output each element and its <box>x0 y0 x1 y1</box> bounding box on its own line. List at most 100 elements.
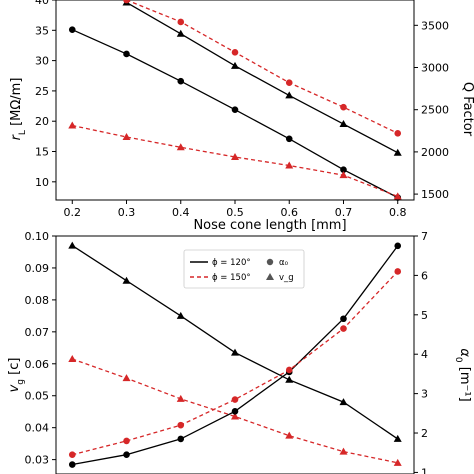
bottom-y-tick-label: 0.07 <box>25 326 50 339</box>
bottom-series-0-point <box>231 348 239 356</box>
top-y2-tick-label: 3500 <box>421 19 449 32</box>
top-series-1-point <box>231 152 239 160</box>
top-series-2-point <box>339 120 348 128</box>
top-series-1-point <box>339 171 348 179</box>
top-x-tick-label: 0.7 <box>335 206 353 219</box>
bottom-series-0-point <box>68 241 77 249</box>
bottom-series-2-point <box>68 461 76 468</box>
bottom-series-3-point <box>285 366 293 374</box>
top-y-tick-label: 20 <box>35 115 49 128</box>
bottom-series-1-point <box>176 394 185 402</box>
legend-box <box>183 249 305 289</box>
top-y2-tick-label: 2500 <box>421 104 449 117</box>
top-y-axis-label: rL [MΩ/m] <box>9 78 28 141</box>
top-series-0-point <box>68 26 76 33</box>
bottom-y2-tick-label: 4 <box>421 348 428 361</box>
bottom-series-1-point <box>393 458 402 466</box>
top-series-3-line <box>126 0 398 134</box>
top-series-1-point <box>68 121 77 129</box>
bottom-series-3-point <box>231 396 239 403</box>
top-series-1-point <box>176 143 185 151</box>
bottom-plot-panel: vg [c] α0 [m⁻¹] ϕ = 120° ϕ = 150° α₀ v_g 0.… <box>7 230 472 474</box>
top-x-axis-label: Nose cone length [mm] <box>193 218 346 233</box>
top-series-2-point <box>393 148 402 156</box>
bottom-y-axis-label: vg [c] <box>7 358 26 393</box>
bottom-y2-tick-label: 2 <box>421 427 428 440</box>
top-series-3-point <box>285 79 293 87</box>
bottom-series-2-point <box>231 408 239 415</box>
bottom-series-0-point <box>285 375 294 383</box>
top-series-0-point <box>340 166 347 173</box>
bottom-y-tick-label: 0.10 <box>25 230 50 243</box>
top-series-0-point <box>285 135 293 143</box>
legend-triangle-marker <box>266 273 274 280</box>
top-y-tick-label: 35 <box>35 24 49 37</box>
top-series-3-point <box>340 103 347 111</box>
top-series-2-point <box>176 29 185 37</box>
legend-line-label: ϕ = 150° <box>212 273 251 283</box>
top-series-0-point <box>231 106 239 113</box>
bottom-y-tick-label: 0.03 <box>25 454 50 467</box>
bottom-right-axis-label: α0 [m⁻¹] <box>453 348 472 401</box>
top-x-tick-label: 0.4 <box>172 206 190 219</box>
top-series-2-line <box>126 1 399 154</box>
bottom-series-3-point <box>340 325 347 332</box>
top-series-1-line <box>72 124 398 198</box>
top-series-1-point <box>122 132 131 140</box>
bottom-series-3-point <box>123 437 130 445</box>
bottom-y2-tick-label: 5 <box>421 309 428 322</box>
bottom-y2-tick-label: 7 <box>421 230 428 243</box>
top-x-tick-label: 0.8 <box>389 206 407 219</box>
bottom-series-3-point <box>177 421 185 429</box>
bottom-series-1-point <box>231 412 239 420</box>
top-series-1-point <box>285 161 294 169</box>
bottom-y-tick-label: 0.05 <box>25 390 50 403</box>
top-y-tick-label: 30 <box>35 55 49 68</box>
top-y2-tick-label: 2000 <box>421 146 449 159</box>
bottom-series-2-point <box>340 315 347 323</box>
top-series-3-point <box>394 130 402 137</box>
top-series-3-point <box>177 18 185 26</box>
bottom-series-2-point <box>394 242 402 250</box>
top-series-0-point <box>123 50 130 58</box>
bottom-series-0-point <box>122 276 131 284</box>
top-series-0-point <box>177 77 185 85</box>
bottom-y-tick-label: 0.08 <box>25 294 50 307</box>
bottom-series-1-point <box>68 354 77 362</box>
top-series-3-point <box>231 49 239 56</box>
top-series-3-point <box>123 0 130 4</box>
legend-marker-label: v_g <box>279 273 294 283</box>
bottom-y-tick-label: 0.04 <box>25 422 50 435</box>
top-y-tick-label: 25 <box>35 85 49 98</box>
bottom-y2-tick-label: 6 <box>421 269 428 282</box>
top-x-tick-label: 0.3 <box>118 206 136 219</box>
bottom-y2-tick-label: 1 <box>421 466 428 474</box>
top-series-2-point <box>231 61 239 69</box>
bottom-series-1-point <box>339 447 348 455</box>
top-y-tick-label: 15 <box>35 146 49 159</box>
bottom-y2-tick-label: 3 <box>421 388 428 401</box>
bottom-series-0-point <box>176 311 185 319</box>
bottom-series-0-point <box>339 398 348 406</box>
top-y2-tick-label: 3000 <box>421 62 449 75</box>
top-axes-frame <box>55 0 415 201</box>
legend-circle-marker <box>266 258 274 266</box>
bottom-y-tick-label: 0.09 <box>25 262 50 275</box>
bottom-axes-frame <box>55 235 415 474</box>
bottom-series-3-point <box>394 268 402 275</box>
top-series-1-point <box>393 192 402 200</box>
legend-line-label: ϕ = 120° <box>212 258 251 268</box>
top-plot-panel: rL [MΩ/m] Q Factor Nose cone length [mm]… <box>9 0 474 233</box>
bottom-series-0-point <box>393 434 402 442</box>
top-x-tick-label: 0.2 <box>64 206 82 219</box>
top-y-tick-label: 10 <box>35 176 49 189</box>
bottom-series-2-point <box>123 451 130 458</box>
legend-marker-label: α₀ <box>279 258 289 268</box>
bottom-y-tick-label: 0.06 <box>25 358 50 371</box>
top-x-tick-label: 0.5 <box>226 206 244 219</box>
legend: ϕ = 120° ϕ = 150° α₀ v_g <box>183 249 305 289</box>
top-x-tick-label: 0.6 <box>280 206 298 219</box>
top-y-tick-label: 40 <box>35 0 49 7</box>
bottom-series-1-point <box>285 431 294 439</box>
